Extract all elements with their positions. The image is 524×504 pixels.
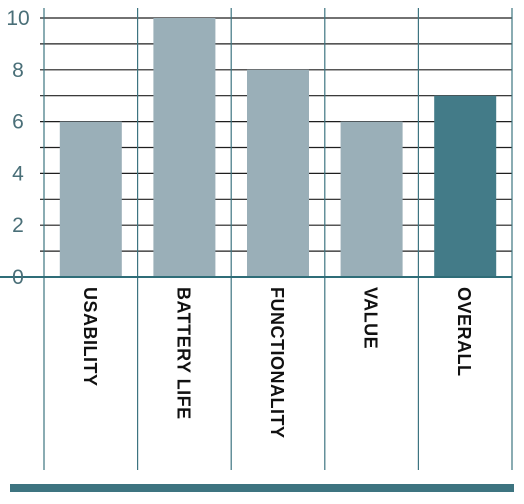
y-tick-label: 6 [12,111,24,134]
category-label: VALUE [361,287,381,349]
y-tick-label: 4 [12,162,24,185]
bar-value [340,121,403,277]
y-tick-label: 2 [12,214,24,237]
category-label: FUNCTIONALITY [267,287,287,438]
y-tick-label: 8 [12,59,24,82]
bottom-rule [10,484,514,492]
bar-functionality [247,69,309,277]
bar-overall [434,95,497,277]
bars [0,18,514,492]
column-dividers [43,8,513,470]
y-tick-label: 10 [6,7,29,30]
y-tick-label: 0 [12,266,24,289]
bar-battery-life [153,18,216,277]
category-label: OVERALL [454,287,474,377]
category-labels: USABILITY BATTERY LIFE FUNCTIONALITY VALUE O… [80,287,474,438]
bar-usability [59,121,122,277]
category-label: BATTERY LIFE [173,287,193,420]
y-axis-ticks: 0 2 4 6 8 10 [6,7,29,289]
category-label: USABILITY [80,287,100,387]
